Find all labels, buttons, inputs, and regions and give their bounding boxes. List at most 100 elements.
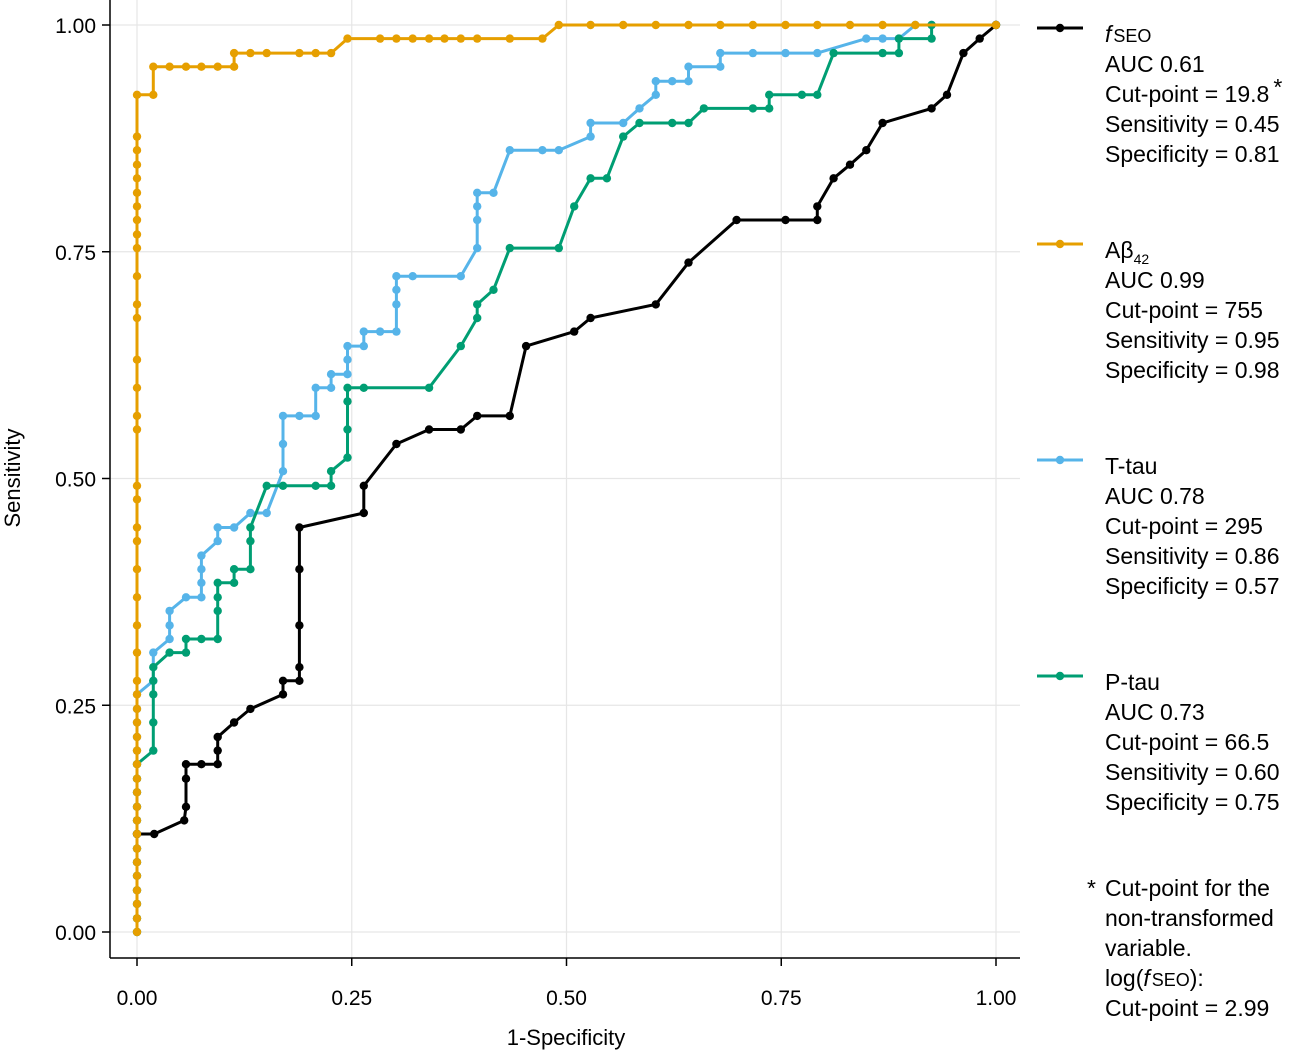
data-point-t-tau [456, 272, 465, 281]
grid-lines [110, 0, 1020, 958]
x-tick-label: 0.50 [546, 987, 587, 1010]
data-point-fseo [180, 816, 189, 825]
data-point-t-tau [343, 370, 352, 379]
data-point-p-tau [684, 118, 693, 128]
data-point-fseo [229, 718, 239, 727]
legend-key-point [1055, 23, 1065, 33]
data-point-t-tau [149, 648, 158, 657]
data-point-p-tau [424, 383, 434, 392]
legend-stat-line: Cut-point = 295 [1105, 513, 1263, 539]
data-point-p-tau [149, 746, 158, 755]
data-point-a-42 [132, 523, 142, 532]
data-point-t-tau [473, 215, 482, 225]
data-point-t-tau [197, 593, 206, 602]
data-point-t-tau [392, 327, 401, 336]
data-point-a-42 [246, 48, 255, 58]
data-point-t-tau [392, 300, 401, 309]
legend-stat-line: AUC 0.99 [1105, 267, 1205, 293]
data-point-a-42 [132, 160, 142, 169]
data-point-a-42 [845, 20, 855, 30]
data-point-p-tau [246, 536, 255, 546]
data-point-p-tau [165, 648, 174, 657]
data-point-t-tau [343, 355, 352, 364]
data-point-p-tau [343, 383, 352, 392]
data-point-a-42 [132, 146, 142, 155]
data-point-a-42 [748, 20, 758, 30]
footnote-line: non-transformed [1105, 905, 1274, 931]
data-point-fseo [181, 774, 191, 783]
legend-stat-line: AUC 0.73 [1105, 699, 1205, 725]
data-point-p-tau [797, 90, 807, 100]
data-point-t-tau [473, 202, 482, 211]
data-point-t-tau [229, 523, 239, 532]
data-point-a-42 [132, 495, 142, 504]
data-point-a-42 [132, 829, 142, 839]
data-point-a-42 [132, 774, 142, 783]
legend-stat-line: AUC 0.78 [1105, 483, 1205, 509]
data-point-p-tau [149, 663, 158, 672]
data-point-a-42 [326, 48, 336, 58]
data-point-a-42 [132, 188, 142, 197]
data-point-p-tau [927, 34, 936, 43]
data-point-fseo [942, 90, 952, 100]
data-point-t-tau [278, 411, 288, 421]
data-point-fseo [359, 508, 368, 518]
data-point-a-42 [813, 20, 822, 30]
data-point-a-42 [684, 20, 693, 30]
data-point-a-42 [619, 20, 628, 30]
data-point-a-42 [132, 732, 142, 742]
data-point-a-42 [132, 914, 142, 923]
data-point-a-42 [132, 215, 142, 225]
x-tick-label: 0.75 [761, 987, 802, 1010]
data-point-p-tau [668, 118, 677, 128]
data-point-a-42 [132, 481, 142, 490]
data-point-a-42 [132, 648, 142, 657]
x-tick-label: 0.00 [117, 987, 158, 1010]
data-point-t-tau [878, 34, 887, 43]
data-point-a-42 [229, 62, 239, 71]
data-point-fseo [927, 104, 936, 113]
data-point-p-tau [586, 174, 595, 183]
data-point-t-tau [197, 565, 206, 574]
legend-stat-line: Specificity = 0.98 [1105, 357, 1280, 383]
data-point-t-tau [359, 341, 368, 351]
data-point-fseo [181, 760, 191, 769]
data-point-t-tau [684, 77, 693, 86]
data-point-a-42 [132, 718, 142, 727]
data-point-a-42 [311, 48, 320, 58]
data-point-t-tau [781, 48, 790, 58]
data-point-fseo [424, 425, 434, 434]
x-tick-label: 0.25 [331, 987, 372, 1010]
data-point-p-tau [602, 174, 612, 183]
data-point-t-tau [278, 467, 288, 476]
y-axis-label: Sensitivity [0, 428, 25, 527]
data-point-fseo [959, 48, 968, 58]
data-point-t-tau [586, 132, 595, 141]
data-point-p-tau [813, 90, 822, 100]
series-a-42 [132, 20, 1001, 937]
data-point-p-tau [699, 104, 709, 113]
data-point-a-42 [408, 34, 417, 43]
data-point-p-tau [878, 48, 887, 58]
data-point-p-tau [149, 690, 158, 699]
data-point-fseo [684, 258, 693, 267]
data-point-a-42 [132, 676, 142, 685]
data-point-fseo [813, 215, 822, 225]
data-point-t-tau [619, 118, 628, 128]
data-point-a-42 [262, 48, 271, 58]
data-point-a-42 [651, 20, 660, 30]
data-point-t-tau [295, 411, 304, 421]
data-point-t-tau [408, 272, 417, 281]
data-point-t-tau [651, 77, 660, 86]
legend-stat-line: Specificity = 0.57 [1105, 573, 1280, 599]
data-point-fseo [246, 704, 255, 714]
data-point-t-tau [684, 62, 693, 71]
data-point-a-42 [456, 34, 465, 43]
data-point-t-tau [375, 327, 385, 336]
legend-title: f SEO [1105, 21, 1151, 47]
data-point-p-tau [213, 593, 222, 602]
data-point-fseo [181, 802, 191, 811]
